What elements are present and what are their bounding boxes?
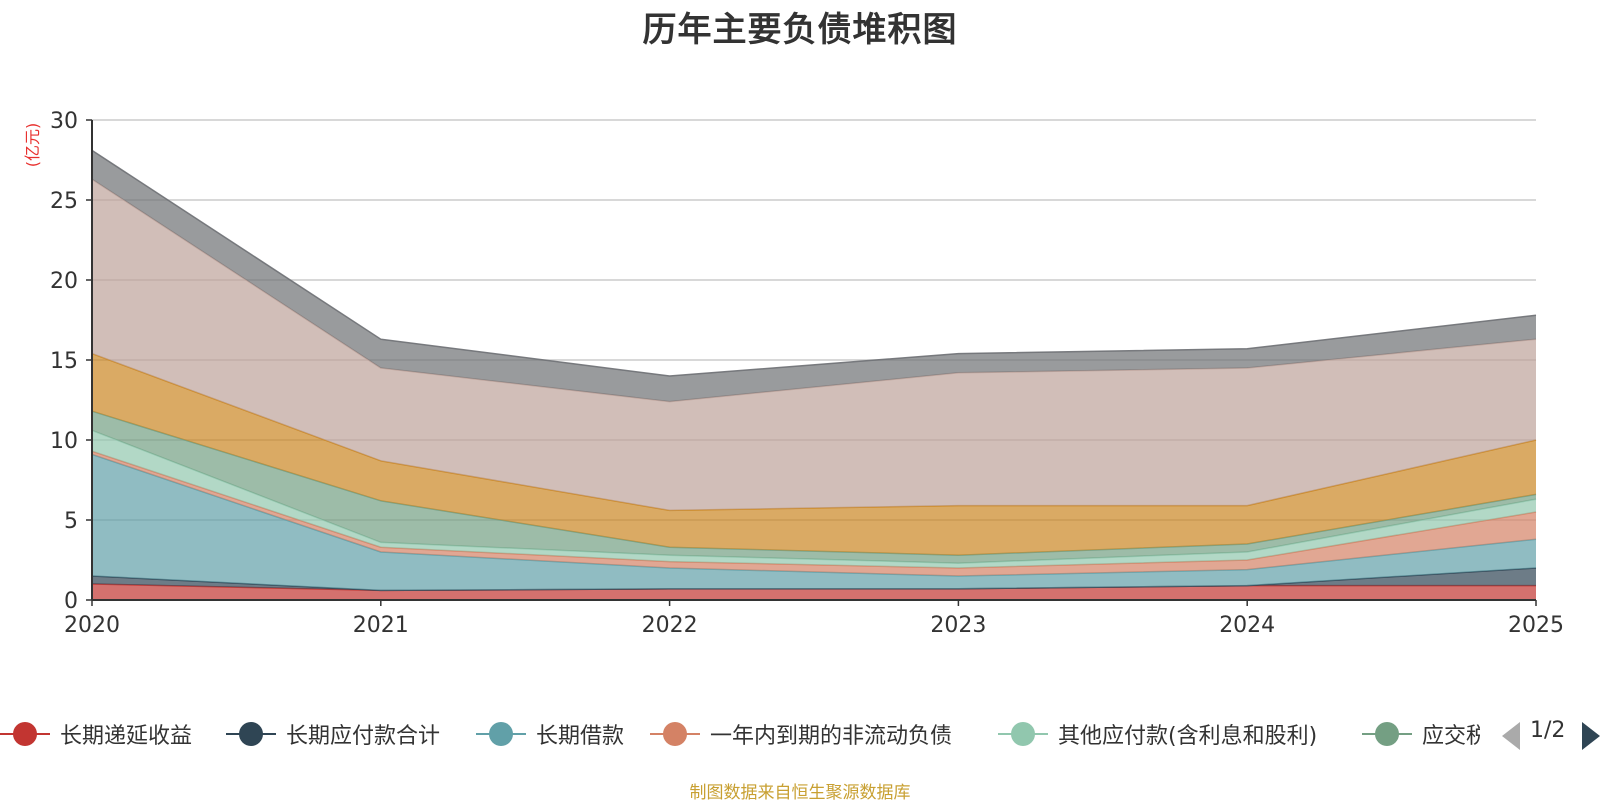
x-tick-label: 2023 — [930, 613, 986, 638]
x-tick-label: 2022 — [642, 613, 698, 638]
series-line-8 — [91, 149, 1537, 377]
chart-title: 历年主要负债堆积图 — [642, 10, 958, 50]
y-tick-label: 5 — [64, 509, 78, 534]
legend-prev-page-icon[interactable] — [1502, 722, 1520, 750]
area-series-5[interactable] — [92, 411, 1536, 564]
legend-label: 长期借款 — [536, 724, 625, 749]
legend-item[interactable]: 应交税费 — [1362, 712, 1480, 756]
legend-marker-icon — [998, 722, 1048, 746]
legend-label: 应交税费 — [1422, 724, 1480, 749]
legend-next-page-icon[interactable] — [1582, 722, 1600, 750]
y-tick-label: 30 — [50, 109, 78, 134]
y-tick-label: 25 — [50, 189, 78, 214]
legend-label: 长期应付款合计 — [286, 724, 441, 749]
y-tick-label: 10 — [50, 429, 78, 454]
source-note: 制图数据来自恒生聚源数据库 — [689, 783, 911, 803]
legend-marker-icon — [0, 722, 50, 746]
legend-item[interactable]: 长期借款 — [476, 712, 624, 756]
y-tick-label: 15 — [50, 349, 78, 374]
legend-label: 一年内到期的非流动负债 — [710, 724, 953, 749]
area-series-7[interactable] — [92, 179, 1536, 511]
x-tick-label: 2021 — [353, 613, 409, 638]
legend-marker-icon — [476, 722, 526, 746]
y-tick-label: 0 — [64, 589, 78, 614]
x-tick-label: 2024 — [1219, 613, 1275, 638]
legend: 长期递延收益 长期应付款合计 长期借款 一年内到期的非流动负债 其他应付款(含利息和股利… — [0, 712, 1600, 756]
legend-label: 其他应付款(含利息和股利) — [1058, 724, 1318, 749]
x-tick-label: 2025 — [1508, 613, 1564, 638]
legend-marker-icon — [226, 722, 276, 746]
area-series-6[interactable] — [92, 353, 1536, 556]
legend-marker-icon — [650, 722, 700, 746]
area-layer — [91, 149, 1537, 600]
legend-item[interactable]: 其他应付款(含利息和股利) — [998, 712, 1317, 756]
legend-page-indicator: 1/2 — [1530, 718, 1566, 743]
legend-label: 长期递延收益 — [60, 724, 193, 749]
legend-item[interactable]: 长期应付款合计 — [226, 712, 440, 756]
legend-marker-icon — [1362, 722, 1412, 746]
legend-item[interactable]: 一年内到期的非流动负债 — [650, 712, 952, 756]
area-series-0[interactable] — [92, 584, 1536, 600]
legend-item[interactable]: 长期递延收益 — [0, 712, 192, 756]
legend-items-container: 长期递延收益 长期应付款合计 长期借款 一年内到期的非流动负债 其他应付款(含利息和股利… — [0, 712, 1480, 756]
y-tick-label: 20 — [50, 269, 78, 294]
x-tick-label: 2020 — [64, 613, 120, 638]
y-axis-unit-label: (亿元) — [23, 123, 42, 168]
